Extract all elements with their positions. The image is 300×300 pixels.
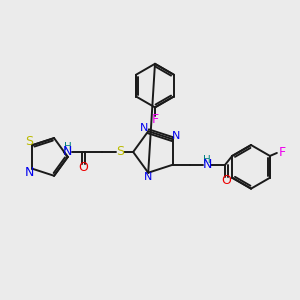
Text: N: N <box>140 123 148 133</box>
Text: N: N <box>172 131 181 141</box>
Text: N: N <box>144 172 152 182</box>
Text: H: H <box>203 155 211 165</box>
Text: N: N <box>24 166 34 179</box>
Text: O: O <box>222 174 232 187</box>
Text: N: N <box>202 158 212 171</box>
Text: H: H <box>64 142 72 152</box>
Text: S: S <box>116 146 124 158</box>
Text: F: F <box>152 113 158 126</box>
Text: S: S <box>25 135 33 148</box>
Text: O: O <box>78 161 88 174</box>
Text: F: F <box>278 146 285 160</box>
Text: N: N <box>63 146 73 158</box>
